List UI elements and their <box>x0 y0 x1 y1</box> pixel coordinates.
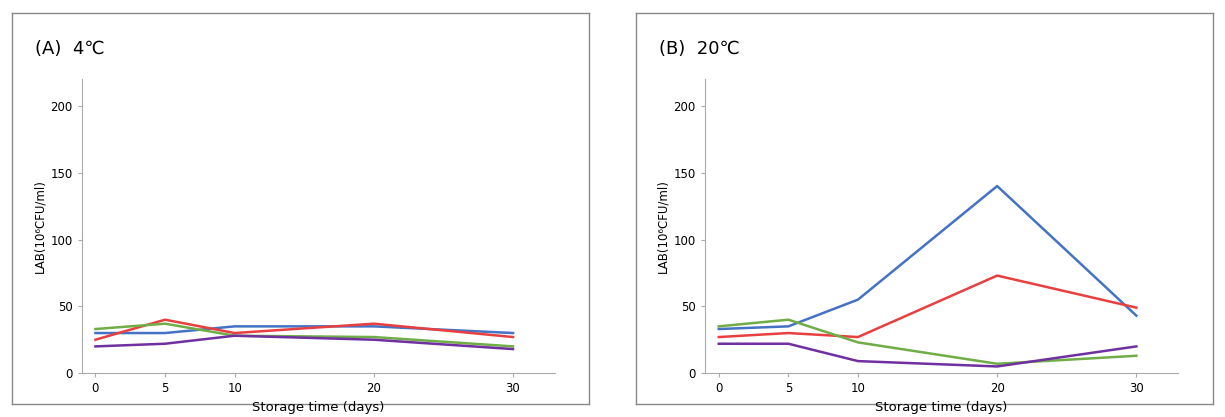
Text: (A)  4℃: (A) 4℃ <box>36 40 105 58</box>
Text: (B)  20℃: (B) 20℃ <box>659 40 740 58</box>
